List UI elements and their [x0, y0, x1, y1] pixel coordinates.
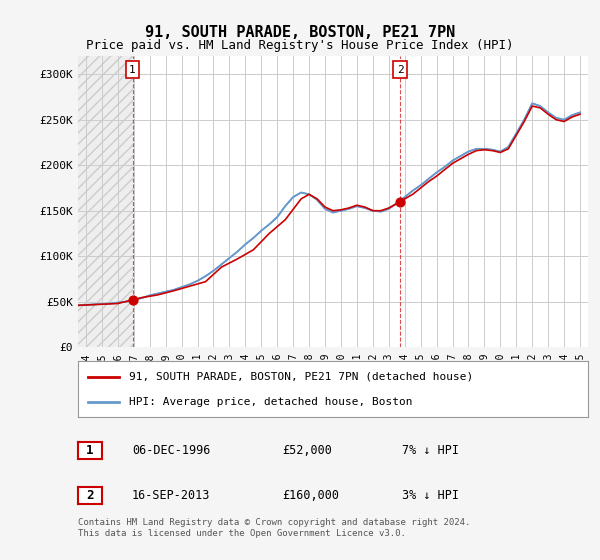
Text: 16-SEP-2013: 16-SEP-2013 — [132, 489, 211, 502]
Text: 91, SOUTH PARADE, BOSTON, PE21 7PN: 91, SOUTH PARADE, BOSTON, PE21 7PN — [145, 25, 455, 40]
Text: 2: 2 — [86, 489, 94, 502]
Text: HPI: Average price, detached house, Boston: HPI: Average price, detached house, Bost… — [129, 396, 413, 407]
Text: 06-DEC-1996: 06-DEC-1996 — [132, 444, 211, 458]
Text: 2: 2 — [397, 65, 403, 74]
Point — [128, 296, 137, 305]
Point — [395, 197, 405, 206]
Text: 1: 1 — [129, 65, 136, 74]
Text: £160,000: £160,000 — [282, 489, 339, 502]
Text: Price paid vs. HM Land Registry's House Price Index (HPI): Price paid vs. HM Land Registry's House … — [86, 39, 514, 52]
Text: 3% ↓ HPI: 3% ↓ HPI — [402, 489, 459, 502]
Text: Contains HM Land Registry data © Crown copyright and database right 2024.
This d: Contains HM Land Registry data © Crown c… — [78, 518, 470, 538]
Bar — [78, 56, 133, 347]
Text: 1: 1 — [86, 444, 94, 458]
Text: £52,000: £52,000 — [282, 444, 332, 458]
Text: 91, SOUTH PARADE, BOSTON, PE21 7PN (detached house): 91, SOUTH PARADE, BOSTON, PE21 7PN (deta… — [129, 372, 473, 382]
Text: 7% ↓ HPI: 7% ↓ HPI — [402, 444, 459, 458]
